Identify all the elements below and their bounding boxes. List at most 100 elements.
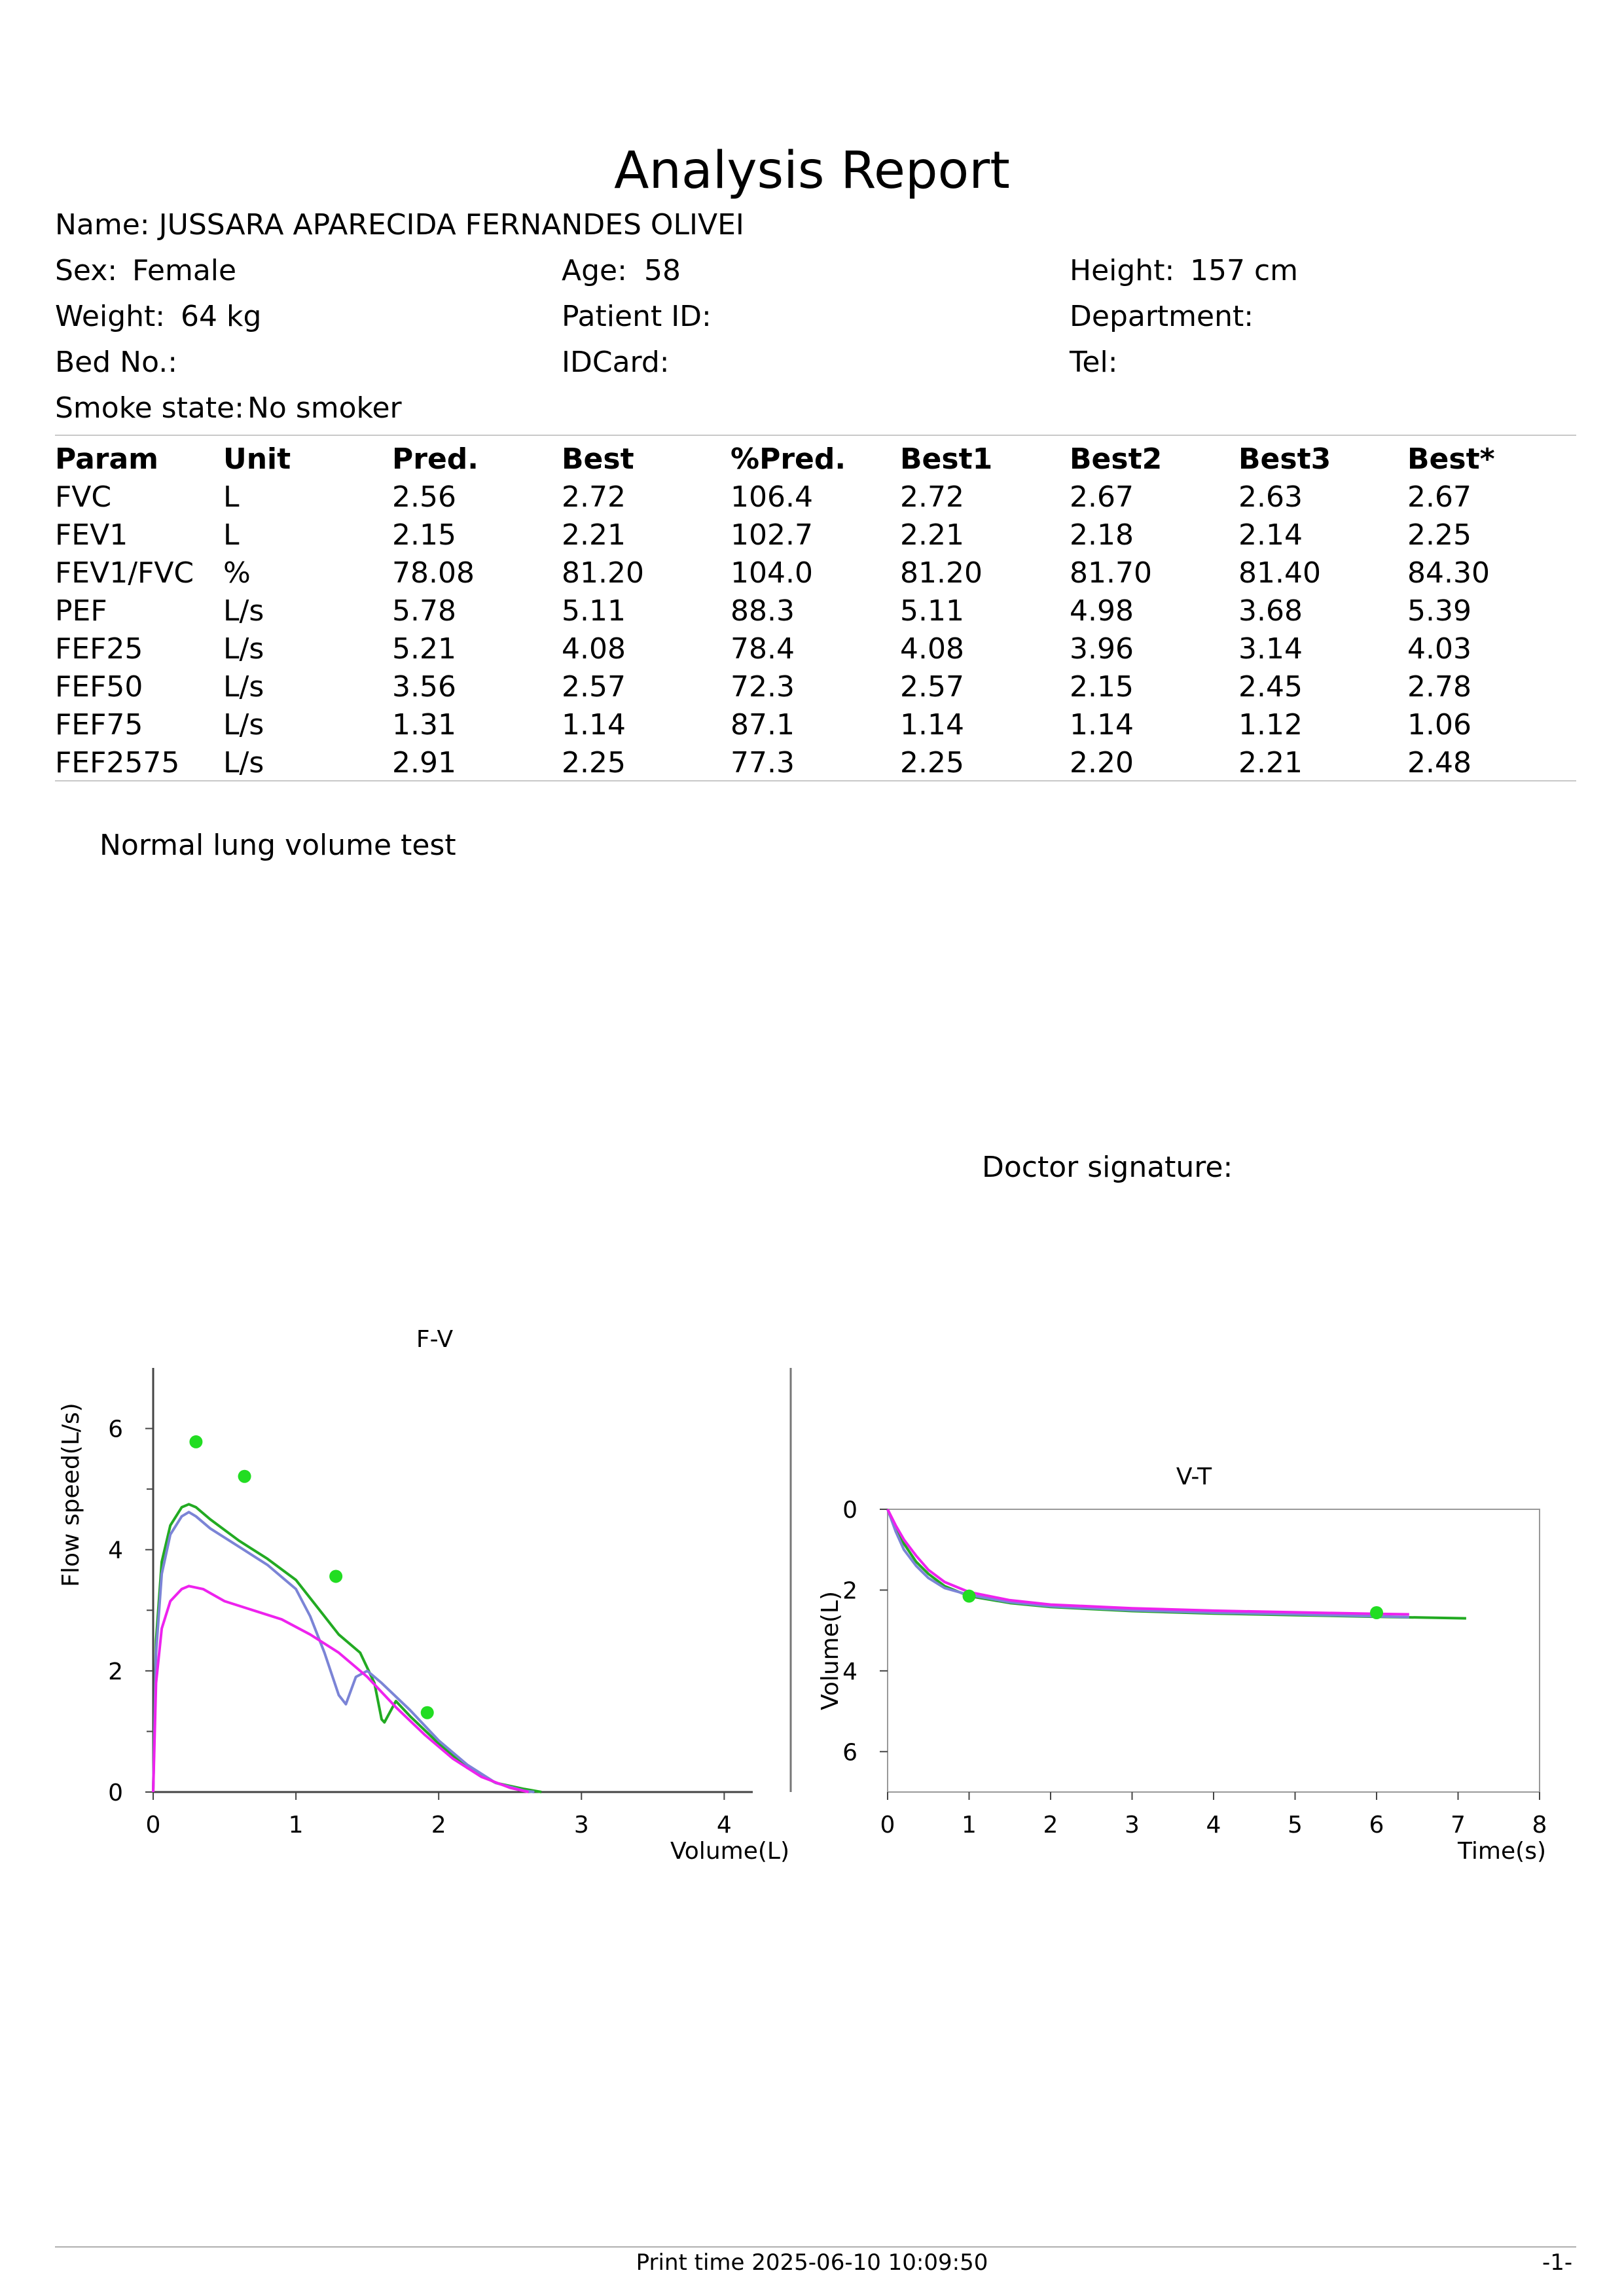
- table-header-unit: Unit: [223, 442, 291, 476]
- cell-best1: 81.20: [900, 556, 983, 590]
- age-value: 58: [644, 254, 681, 287]
- cell-param: FEV1/FVC: [55, 556, 194, 590]
- x-axis-label: Volume(L): [670, 1838, 789, 1865]
- cell-unit: L: [223, 480, 240, 514]
- cell-pct-pred: 106.4: [731, 480, 813, 514]
- table-header-best: Best: [562, 442, 634, 476]
- predicted-point-marker: [420, 1706, 434, 1719]
- department-label: Department:: [1070, 300, 1254, 333]
- age-label: Age:: [562, 254, 627, 287]
- predicted-point-marker: [238, 1469, 251, 1483]
- table-top-rule: [55, 435, 1576, 436]
- x-tick-label: 2: [431, 1812, 446, 1839]
- weight-value: 64 kg: [181, 300, 262, 333]
- x-tick-label: 3: [1125, 1812, 1140, 1839]
- cell-best3: 2.45: [1238, 670, 1303, 704]
- cell-best-star: 2.67: [1407, 480, 1471, 514]
- cell-best: 4.08: [562, 632, 626, 666]
- table-bottom-rule: [55, 780, 1576, 781]
- y-axis-label: Volume(L): [817, 1591, 844, 1710]
- magenta-series-line: [152, 1585, 530, 1793]
- cell-best1: 2.25: [900, 746, 964, 780]
- cell-best1: 2.72: [900, 480, 964, 514]
- cell-pct-pred: 78.4: [731, 632, 795, 666]
- cell-best3: 81.40: [1238, 556, 1321, 590]
- cell-best: 81.20: [562, 556, 644, 590]
- cell-best2: 81.70: [1070, 556, 1152, 590]
- predicted-point-marker: [1370, 1605, 1383, 1619]
- predicted-point-marker: [329, 1570, 343, 1583]
- x-tick-label: 0: [146, 1812, 161, 1839]
- smoke-state-label: Smoke state:: [55, 391, 244, 425]
- x-axis-label: Time(s): [1457, 1838, 1546, 1865]
- predicted-point-marker: [189, 1435, 203, 1448]
- cell-param: FEF75: [55, 708, 143, 742]
- cell-best3: 3.68: [1238, 594, 1303, 628]
- magenta-series-line: [886, 1509, 1409, 1616]
- cell-best2: 4.98: [1070, 594, 1134, 628]
- cell-pct-pred: 102.7: [731, 518, 813, 552]
- cell-best-star: 2.48: [1407, 746, 1471, 780]
- table-header-best1: Best1: [900, 442, 993, 476]
- y-axis-label: Flow speed(L/s): [58, 1403, 84, 1587]
- x-tick-label: 4: [717, 1812, 732, 1839]
- cell-best3: 1.12: [1238, 708, 1303, 742]
- x-tick-label: 6: [1369, 1812, 1384, 1839]
- name-field: Name: JUSSARA APARECIDA FERNANDES OLIVEI: [55, 211, 744, 240]
- cell-best2: 1.14: [1070, 708, 1134, 742]
- cell-best: 5.11: [562, 594, 626, 628]
- cell-param: FEF50: [55, 670, 143, 704]
- footer-rule: [55, 2246, 1576, 2248]
- x-tick-label: 1: [289, 1812, 304, 1839]
- cell-best2: 2.18: [1070, 518, 1134, 552]
- smoke-state-value: No smoker: [247, 391, 402, 425]
- cell-unit: L/s: [223, 708, 264, 742]
- cell-unit: L: [223, 518, 240, 552]
- cell-best2: 2.15: [1070, 670, 1134, 704]
- cell-best3: 2.14: [1238, 518, 1303, 552]
- cell-best-star: 2.78: [1407, 670, 1471, 704]
- y-tick-label: 0: [108, 1780, 123, 1806]
- cell-best1: 4.08: [900, 632, 964, 666]
- cell-pred: 5.78: [392, 594, 456, 628]
- cell-pred: 5.21: [392, 632, 456, 666]
- blue-series-line: [152, 1511, 535, 1793]
- cell-param: FEV1: [55, 518, 128, 552]
- cell-unit: %: [223, 556, 251, 590]
- x-tick-label: 8: [1532, 1812, 1547, 1839]
- cell-best: 2.25: [562, 746, 626, 780]
- height-value: 157 cm: [1190, 254, 1299, 287]
- plot-frame: [887, 1509, 1540, 1793]
- cell-best: 2.21: [562, 518, 626, 552]
- cell-best1: 5.11: [900, 594, 964, 628]
- cell-param: PEF: [55, 594, 107, 628]
- table-header-best2: Best2: [1070, 442, 1163, 476]
- cell-param: FVC: [55, 480, 112, 514]
- doctor-signature-label: Doctor signature:: [982, 1151, 1233, 1184]
- cell-best1: 2.21: [900, 518, 964, 552]
- cell-pct-pred: 88.3: [731, 594, 795, 628]
- green-series-line: [152, 1503, 542, 1793]
- cell-unit: L/s: [223, 746, 264, 780]
- chart-title: F-V: [416, 1326, 454, 1353]
- y-tick-label: 4: [842, 1659, 857, 1685]
- cell-best-star: 84.30: [1407, 556, 1490, 590]
- report-title: Analysis Report: [614, 141, 1010, 200]
- cell-best-star: 4.03: [1407, 632, 1471, 666]
- sex-value: Female: [132, 254, 237, 287]
- x-tick-label: 2: [1043, 1812, 1058, 1839]
- x-tick-label: 4: [1206, 1812, 1221, 1839]
- cell-best-star: 1.06: [1407, 708, 1471, 742]
- table-header-pct-pred: %Pred.: [731, 442, 846, 476]
- green-series-line: [886, 1509, 1466, 1620]
- cell-best-star: 5.39: [1407, 594, 1471, 628]
- x-tick-label: 7: [1451, 1812, 1466, 1839]
- cell-pct-pred: 77.3: [731, 746, 795, 780]
- sex-label: Sex:: [55, 254, 118, 287]
- cell-pred: 1.31: [392, 708, 456, 742]
- cell-param: FEF25: [55, 632, 143, 666]
- tel-label: Tel:: [1070, 346, 1118, 379]
- cell-unit: L/s: [223, 594, 264, 628]
- cell-best: 2.72: [562, 480, 626, 514]
- cell-best1: 1.14: [900, 708, 964, 742]
